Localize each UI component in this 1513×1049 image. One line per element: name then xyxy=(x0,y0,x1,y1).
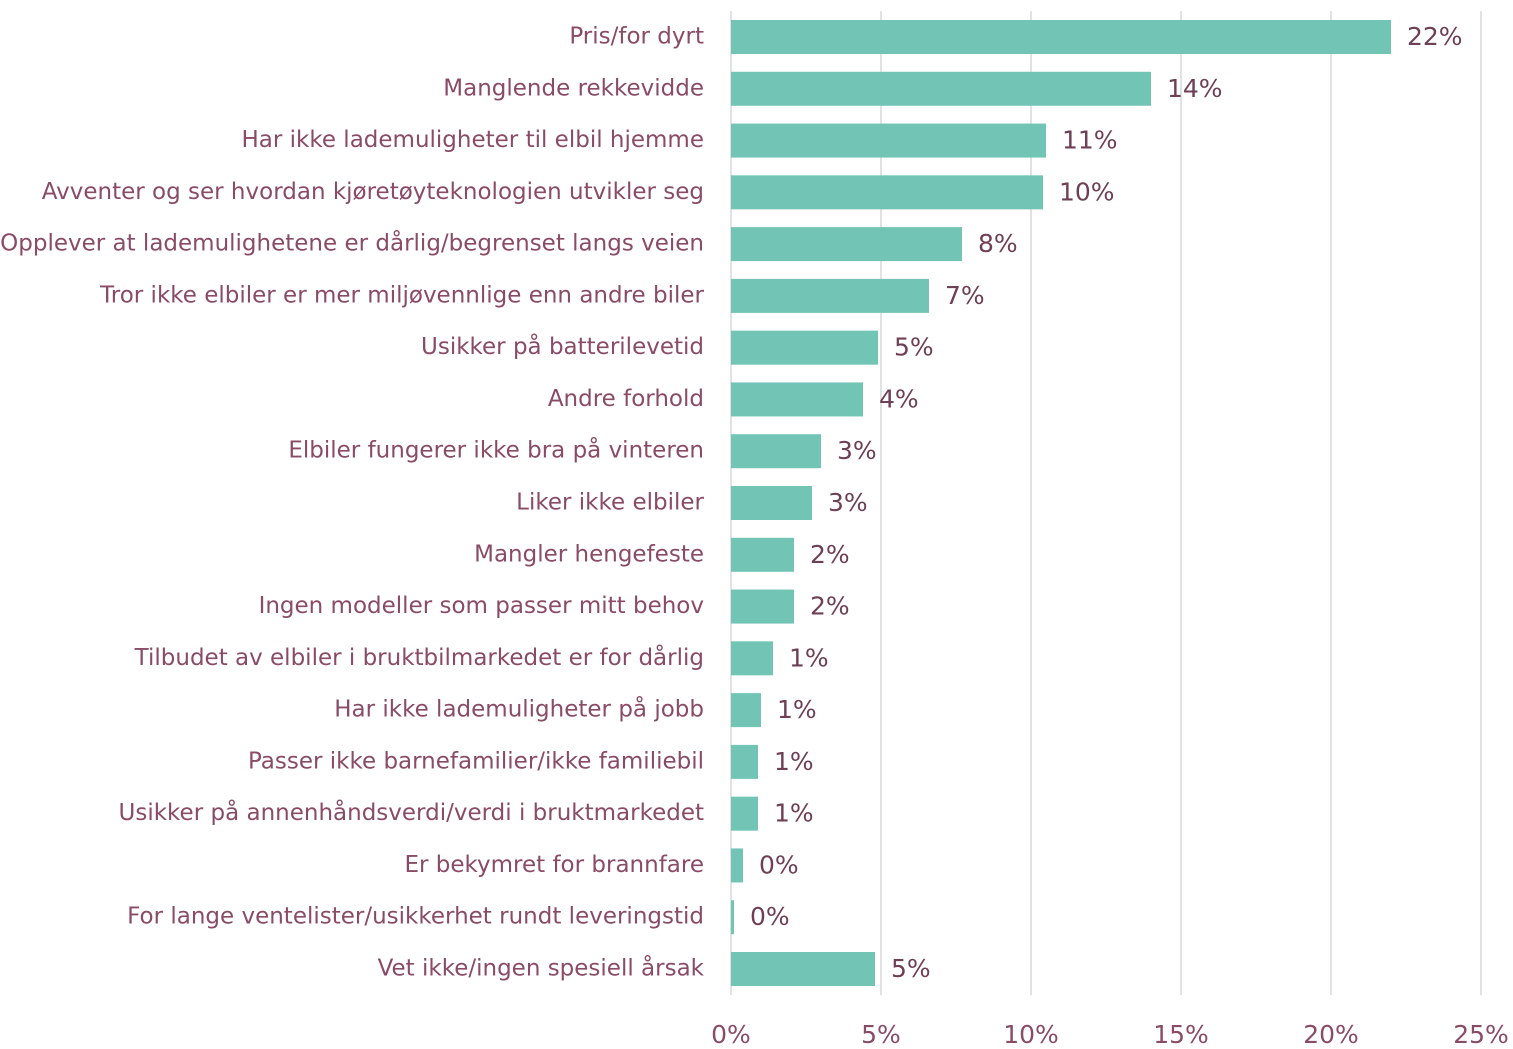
x-tick-label: 0% xyxy=(711,1020,751,1049)
bar xyxy=(731,382,863,417)
y-tick-label: Har ikke lademuligheter til elbil hjemme xyxy=(241,127,704,153)
value-label: 22% xyxy=(1407,22,1463,51)
value-label: 0% xyxy=(750,902,790,931)
bar xyxy=(731,71,1151,106)
y-tick-label: Passer ikke barnefamilier/ikke familiebi… xyxy=(248,748,704,774)
value-label: 3% xyxy=(828,488,868,517)
bar xyxy=(731,693,761,728)
value-label: 1% xyxy=(774,799,814,828)
y-tick-label: Andre forhold xyxy=(548,386,704,412)
bar xyxy=(731,330,878,365)
value-label: 5% xyxy=(891,954,931,983)
y-tick-label: Vet ikke/ingen spesiell årsak xyxy=(378,954,705,982)
y-tick-label: Tilbudet av elbiler i bruktbilmarkedet e… xyxy=(134,643,704,671)
bar xyxy=(731,278,929,313)
bar xyxy=(731,123,1046,158)
value-label: 1% xyxy=(774,747,814,776)
value-label: 2% xyxy=(810,540,850,569)
y-tick-label: Manglende rekkevidde xyxy=(443,75,704,101)
value-label: 11% xyxy=(1062,126,1118,155)
value-label: 10% xyxy=(1059,177,1115,206)
value-label: 2% xyxy=(810,592,850,621)
x-tick-label: 25% xyxy=(1453,1020,1509,1049)
x-tick-label: 20% xyxy=(1303,1020,1359,1049)
y-tick-label: Liker ikke elbiler xyxy=(516,490,704,516)
value-label: 1% xyxy=(789,643,829,672)
y-tick-label: Usikker på annenhåndsverdi/verdi i brukt… xyxy=(119,798,704,826)
bar xyxy=(731,744,758,779)
value-label: 5% xyxy=(894,333,934,362)
bar xyxy=(731,227,962,262)
y-tick-label: Er bekymret for brannfare xyxy=(404,852,704,878)
bar xyxy=(731,486,812,520)
y-tick-label: Har ikke lademuligheter på jobb xyxy=(334,695,704,723)
x-tick-label: 15% xyxy=(1153,1020,1209,1049)
value-label: 7% xyxy=(945,281,985,310)
x-tick-label: 5% xyxy=(861,1020,901,1049)
x-tick-label: 10% xyxy=(1003,1020,1059,1049)
value-label: 1% xyxy=(777,695,817,724)
y-tick-label: Mangler hengefeste xyxy=(474,541,704,567)
bar xyxy=(731,952,875,986)
bar xyxy=(731,641,773,676)
value-label: 3% xyxy=(837,436,877,465)
y-tick-label: Pris/for dyrt xyxy=(569,24,704,50)
y-tick-label: Elbiler fungerer ikke bra på vinteren xyxy=(288,436,704,464)
y-tick-label: Avventer og ser hvordan kjøretøyteknolog… xyxy=(42,179,704,205)
value-label: 0% xyxy=(759,850,799,879)
bar xyxy=(731,20,1391,54)
y-tick-label: Opplever at lademulighetene er dårlig/be… xyxy=(0,229,704,257)
bar xyxy=(731,900,734,935)
y-tick-label: Usikker på batterilevetid xyxy=(421,332,704,360)
bar xyxy=(731,434,821,469)
value-label: 8% xyxy=(978,229,1018,258)
bar xyxy=(731,848,743,883)
value-label: 4% xyxy=(879,384,919,413)
y-tick-label: Tror ikke elbiler er mer miljøvennlige e… xyxy=(99,282,704,308)
value-label: 14% xyxy=(1167,74,1223,103)
bar xyxy=(731,537,794,572)
y-tick-label: Ingen modeller som passer mitt behov xyxy=(259,593,704,619)
bar xyxy=(731,589,794,624)
bar xyxy=(731,796,758,831)
bar xyxy=(731,175,1043,210)
y-tick-label: For lange ventelister/usikkerhet rundt l… xyxy=(127,904,704,930)
